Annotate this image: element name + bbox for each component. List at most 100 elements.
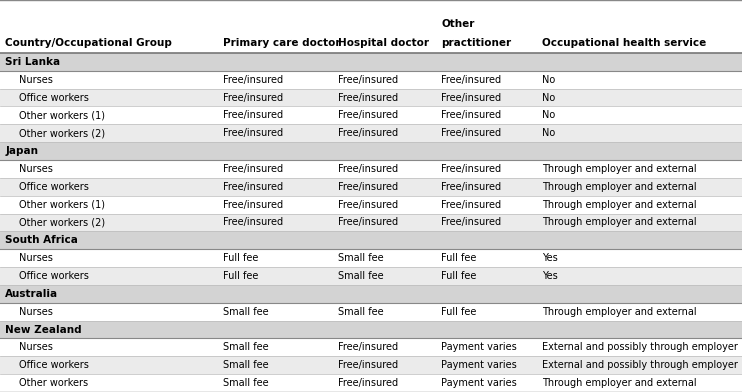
Bar: [0, 53, 742, 71]
Bar: [0, 0, 742, 53]
Text: Free/insured: Free/insured: [223, 111, 283, 120]
Text: Nurses: Nurses: [19, 164, 53, 174]
Text: Country/Occupational Group: Country/Occupational Group: [5, 38, 172, 48]
Text: Free/insured: Free/insured: [441, 200, 502, 210]
Text: Free/insured: Free/insured: [223, 164, 283, 174]
Text: Nurses: Nurses: [19, 307, 53, 317]
Bar: [0, 356, 742, 374]
Text: South Africa: South Africa: [5, 235, 78, 245]
Text: Yes: Yes: [542, 271, 557, 281]
Bar: [0, 196, 742, 214]
Text: Office workers: Office workers: [19, 271, 88, 281]
Bar: [0, 267, 742, 285]
Text: Free/insured: Free/insured: [441, 75, 502, 85]
Text: Full fee: Full fee: [441, 271, 477, 281]
Text: Payment varies: Payment varies: [441, 342, 517, 352]
Text: Payment varies: Payment varies: [441, 378, 517, 388]
Text: Through employer and external: Through employer and external: [542, 164, 696, 174]
Text: Small fee: Small fee: [223, 307, 268, 317]
Bar: [0, 303, 742, 321]
Text: Full fee: Full fee: [441, 253, 477, 263]
Text: Free/insured: Free/insured: [223, 182, 283, 192]
Text: External and possibly through employer: External and possibly through employer: [542, 342, 738, 352]
Text: Free/insured: Free/insured: [441, 128, 502, 138]
Text: Free/insured: Free/insured: [223, 200, 283, 210]
Text: Free/insured: Free/insured: [441, 93, 502, 103]
Text: Through employer and external: Through employer and external: [542, 307, 696, 317]
Bar: [0, 249, 742, 267]
Text: Small fee: Small fee: [223, 378, 268, 388]
Text: Primary care doctor: Primary care doctor: [223, 38, 340, 48]
Text: No: No: [542, 75, 555, 85]
Text: Other workers: Other workers: [19, 378, 88, 388]
Text: Hospital doctor: Hospital doctor: [338, 38, 429, 48]
Bar: [0, 89, 742, 107]
Text: No: No: [542, 128, 555, 138]
Text: Nurses: Nurses: [19, 75, 53, 85]
Text: Through employer and external: Through employer and external: [542, 182, 696, 192]
Text: Free/insured: Free/insured: [338, 111, 398, 120]
Text: Other workers (1): Other workers (1): [19, 111, 105, 120]
Bar: [0, 321, 742, 338]
Text: Free/insured: Free/insured: [338, 93, 398, 103]
Text: Small fee: Small fee: [338, 307, 383, 317]
Text: Free/insured: Free/insured: [441, 111, 502, 120]
Text: Free/insured: Free/insured: [338, 182, 398, 192]
Text: Free/insured: Free/insured: [223, 128, 283, 138]
Bar: [0, 160, 742, 178]
Text: Free/insured: Free/insured: [338, 200, 398, 210]
Text: No: No: [542, 111, 555, 120]
Text: Free/insured: Free/insured: [441, 164, 502, 174]
Bar: [0, 71, 742, 89]
Text: Free/insured: Free/insured: [338, 128, 398, 138]
Bar: [0, 338, 742, 356]
Text: Through employer and external: Through employer and external: [542, 200, 696, 210]
Text: Free/insured: Free/insured: [338, 378, 398, 388]
Text: Small fee: Small fee: [223, 342, 268, 352]
Bar: [0, 107, 742, 124]
Text: Free/insured: Free/insured: [223, 218, 283, 227]
Bar: [0, 285, 742, 303]
Bar: [0, 231, 742, 249]
Text: No: No: [542, 93, 555, 103]
Text: Occupational health service: Occupational health service: [542, 38, 706, 48]
Text: Sri Lanka: Sri Lanka: [5, 57, 60, 67]
Text: Through employer and external: Through employer and external: [542, 218, 696, 227]
Text: Other workers (2): Other workers (2): [19, 128, 105, 138]
Text: Full fee: Full fee: [223, 253, 258, 263]
Text: Small fee: Small fee: [338, 253, 383, 263]
Text: Through employer and external: Through employer and external: [542, 378, 696, 388]
Text: Yes: Yes: [542, 253, 557, 263]
Text: Other: Other: [441, 19, 475, 29]
Bar: [0, 124, 742, 142]
Text: Free/insured: Free/insured: [441, 218, 502, 227]
Text: Full fee: Full fee: [223, 271, 258, 281]
Bar: [0, 374, 742, 392]
Text: Other workers (1): Other workers (1): [19, 200, 105, 210]
Text: Free/insured: Free/insured: [338, 218, 398, 227]
Text: Office workers: Office workers: [19, 182, 88, 192]
Text: Free/insured: Free/insured: [338, 360, 398, 370]
Text: Full fee: Full fee: [441, 307, 477, 317]
Text: Free/insured: Free/insured: [441, 182, 502, 192]
Bar: [0, 142, 742, 160]
Text: Free/insured: Free/insured: [338, 342, 398, 352]
Text: New Zealand: New Zealand: [5, 325, 82, 334]
Text: practitioner: practitioner: [441, 38, 512, 48]
Bar: [0, 178, 742, 196]
Text: Nurses: Nurses: [19, 253, 53, 263]
Text: Office workers: Office workers: [19, 93, 88, 103]
Text: Other workers (2): Other workers (2): [19, 218, 105, 227]
Text: Free/insured: Free/insured: [223, 75, 283, 85]
Text: External and possibly through employer: External and possibly through employer: [542, 360, 738, 370]
Text: Small fee: Small fee: [338, 271, 383, 281]
Text: Japan: Japan: [5, 146, 38, 156]
Text: Australia: Australia: [5, 289, 59, 299]
Bar: [0, 214, 742, 231]
Text: Payment varies: Payment varies: [441, 360, 517, 370]
Text: Nurses: Nurses: [19, 342, 53, 352]
Text: Free/insured: Free/insured: [338, 164, 398, 174]
Text: Free/insured: Free/insured: [338, 75, 398, 85]
Text: Free/insured: Free/insured: [223, 93, 283, 103]
Text: Office workers: Office workers: [19, 360, 88, 370]
